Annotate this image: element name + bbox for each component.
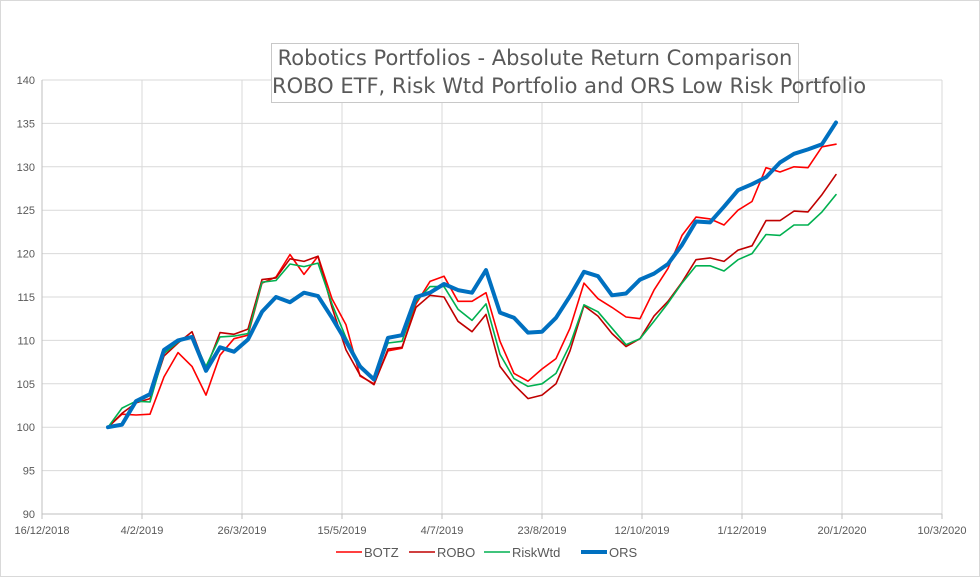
legend-label-robo: ROBO (437, 545, 475, 560)
series-line-botz (107, 143, 837, 429)
legend-label-botz: BOTZ (364, 545, 399, 560)
gridlines (41, 79, 943, 515)
series-line-ors (106, 120, 838, 430)
y-tick-label: 115 (17, 292, 35, 304)
x-tick-label: 26/3/2019 (218, 525, 267, 537)
y-tick-label: 110 (17, 335, 35, 347)
y-tick-label: 130 (17, 162, 35, 174)
y-tick-label: 90 (23, 509, 35, 521)
series-line-robo (107, 173, 837, 429)
y-tick-label: 95 (23, 466, 35, 478)
chart-title: Robotics Portfolios - Absolute Return Co… (271, 43, 867, 103)
series-line-riskwtd (107, 193, 837, 429)
y-tick-label: 100 (17, 422, 35, 434)
x-tick-label: 1/12/2019 (718, 525, 767, 537)
chart-title-line-1: Robotics Portfolios - Absolute Return Co… (277, 46, 793, 70)
series-lines (106, 120, 838, 430)
x-tick-label: 16/12/2018 (14, 525, 69, 537)
x-tick-label: 4/7/2019 (421, 525, 464, 537)
legend-label-ors: ORS (609, 545, 638, 560)
y-tick-label: 140 (17, 75, 35, 87)
y-tick-label: 105 (17, 379, 35, 391)
y-tick-label: 125 (17, 205, 35, 217)
x-tick-label: 23/8/2019 (518, 525, 567, 537)
chart-title-line-2: ROBO ETF, Risk Wtd Portfolio and ORS Low… (272, 74, 867, 98)
legend: BOTZ ROBO RiskWtd ORS (336, 545, 638, 560)
y-tick-label: 135 (17, 118, 35, 130)
axes: 90 95 100 105 110 115 120 125 130 135 140 16/12/201… (14, 75, 966, 537)
x-tick-label: 20/1/2020 (818, 525, 867, 537)
x-tick-label: 4/2/2019 (121, 525, 164, 537)
y-tick-label: 120 (17, 249, 35, 261)
x-tick-label: 15/5/2019 (318, 525, 367, 537)
x-tick-label: 10/3/2020 (918, 525, 967, 537)
x-tick-label: 12/10/2019 (614, 525, 669, 537)
legend-label-riskwtd: RiskWtd (512, 545, 560, 560)
